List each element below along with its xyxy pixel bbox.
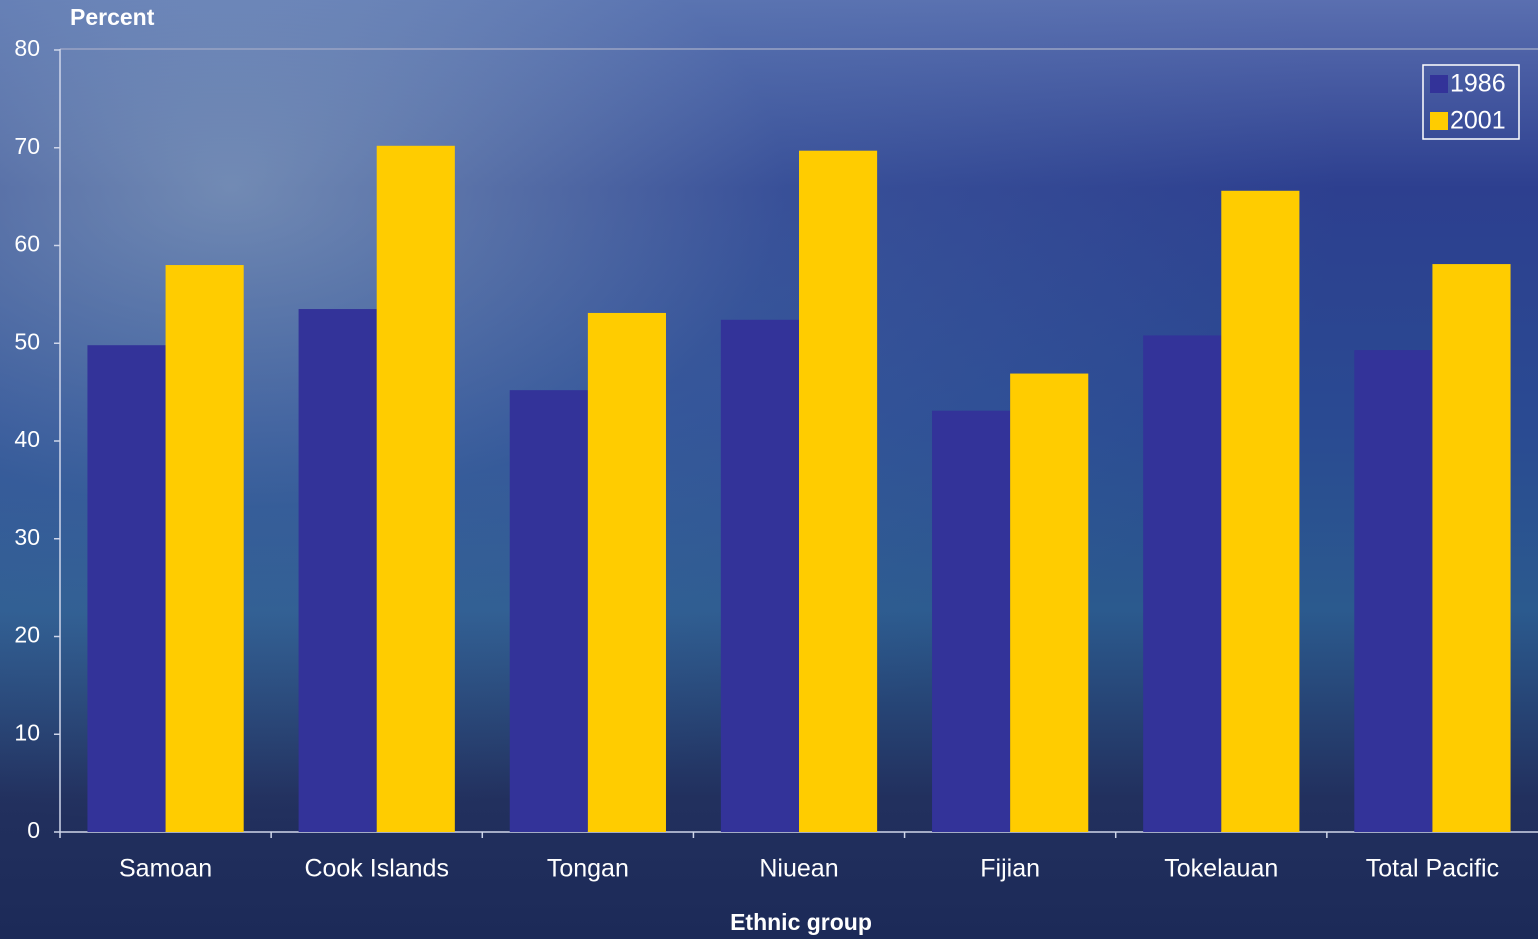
bar [799, 150, 878, 832]
bar [1432, 264, 1511, 832]
bar [165, 265, 244, 832]
y-tick-label: 80 [14, 35, 40, 61]
x-axis-title: Ethnic group [730, 909, 872, 935]
x-tick-label: Fijian [980, 855, 1040, 883]
legend-box [1422, 64, 1520, 140]
legend-label: 1986 [1450, 70, 1506, 98]
bar [298, 309, 377, 833]
legend-swatch [1430, 112, 1448, 130]
bar [720, 319, 799, 832]
y-tick-label: 30 [14, 524, 40, 550]
bar [1143, 335, 1222, 832]
bar [87, 345, 166, 832]
y-tick-label: 70 [14, 133, 40, 159]
y-tick-label: 50 [14, 328, 40, 354]
x-tick-label: Samoan [119, 855, 212, 883]
x-tick-label: Total Pacific [1366, 855, 1499, 883]
y-tick-label: 20 [14, 622, 40, 648]
bar [932, 410, 1011, 832]
y-tick-label: 40 [14, 426, 40, 452]
x-tick-label: Tokelauan [1164, 855, 1278, 883]
x-tick-label: Niuean [759, 855, 838, 883]
bar [1221, 190, 1300, 832]
bar [1010, 373, 1089, 832]
y-tick-label: 10 [14, 719, 40, 745]
legend-label: 2001 [1450, 107, 1506, 135]
bar [1354, 350, 1433, 832]
bar [509, 390, 588, 832]
legend-swatch [1430, 75, 1448, 93]
bar [587, 312, 666, 832]
y-axis-title: Percent [70, 4, 155, 30]
x-tick-label: Tongan [547, 855, 629, 883]
bar [376, 145, 455, 833]
y-tick-label: 60 [14, 231, 40, 257]
y-tick-label: 0 [27, 817, 40, 843]
x-tick-label: Cook Islands [304, 855, 449, 883]
